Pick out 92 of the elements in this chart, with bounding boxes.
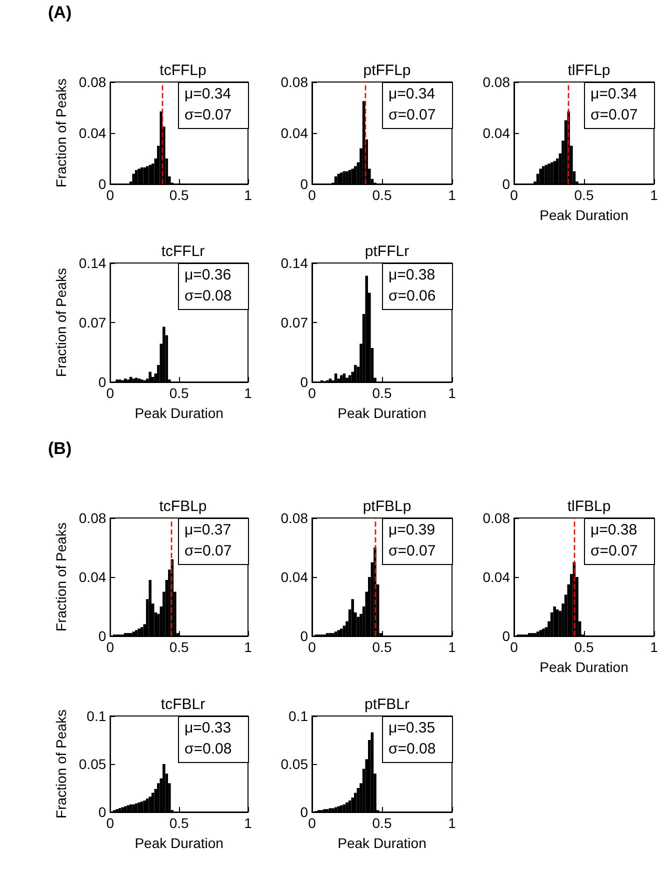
- y-tick-label: 0.04: [482, 569, 510, 585]
- chart-title: ptFBLp: [362, 498, 412, 515]
- annotation: μ=0.38: [388, 266, 436, 284]
- annotation: μ=0.34: [590, 86, 638, 102]
- y-tick-label: 0: [502, 176, 510, 192]
- y-tick-label: 0: [502, 628, 510, 644]
- text: (B): [48, 439, 72, 458]
- x-tick-label: 0.5: [574, 639, 594, 655]
- chart-title: ptFFLp: [363, 62, 411, 79]
- x-tick-label: 0.5: [372, 385, 392, 401]
- y-tick-label: 0.05: [280, 756, 308, 772]
- y-tick-label: 0.14: [78, 255, 106, 271]
- annotation: σ=0.08: [388, 740, 436, 758]
- annotation: σ=0.07: [184, 542, 232, 560]
- annotation: μ=0.33: [184, 720, 232, 736]
- x-axis-title: Peak Duration: [540, 207, 628, 223]
- x-tick-label: 0.5: [372, 815, 392, 831]
- annotation: μ=0.35: [388, 720, 436, 736]
- annotation: σ=0.07: [590, 542, 638, 560]
- x-tick-label: 0.5: [372, 639, 392, 655]
- y-axis-title: Fraction of Peaks: [53, 522, 69, 632]
- chart-title: tcFFLr: [161, 243, 205, 260]
- y-axis-title: Fraction of Peaks: [53, 268, 69, 377]
- annotation: σ=0.07: [388, 106, 436, 124]
- x-tick-label: 0.5: [169, 187, 190, 203]
- y-tick-label: 0.04: [78, 125, 106, 141]
- x-tick-label: 1: [448, 639, 456, 655]
- x-tick-label: 1: [650, 187, 658, 203]
- y-tick-label: 0: [300, 628, 308, 644]
- y-tick-label: 0: [300, 804, 308, 820]
- x-tick-label: 0.5: [372, 187, 392, 203]
- annotation: μ=0.34: [184, 86, 232, 102]
- x-tick-label: 1: [244, 815, 252, 831]
- chart-title: tcFBLr: [160, 696, 206, 713]
- chart-title: tlFFLp: [568, 62, 610, 79]
- annotation: μ=0.39: [388, 522, 436, 538]
- annotation: μ=0.37: [184, 522, 232, 538]
- x-tick-label: 0.5: [169, 815, 190, 831]
- x-tick-label: 1: [448, 815, 456, 831]
- y-tick-label: 0.08: [482, 74, 510, 90]
- annotation: σ=0.06: [388, 288, 436, 304]
- annotation: μ=0.38: [590, 522, 638, 538]
- y-tick-label: 0.1: [288, 708, 308, 724]
- x-tick-label: 0.5: [169, 385, 190, 401]
- chart-title: ptFFLr: [364, 243, 410, 260]
- y-tick-label: 0: [300, 374, 308, 390]
- y-tick-label: 0.07: [280, 314, 308, 330]
- y-tick-label: 0.08: [280, 74, 308, 90]
- x-axis-title: Peak Duration: [540, 659, 628, 675]
- x-tick-label: 1: [244, 385, 252, 401]
- chart-title: tcFBLp: [159, 498, 207, 515]
- y-tick-label: 0.07: [78, 314, 106, 330]
- annotation: σ=0.08: [184, 740, 232, 758]
- annotation: μ=0.34: [388, 86, 436, 102]
- annotation: σ=0.08: [184, 288, 232, 304]
- chart-title: ptFBLr: [364, 696, 410, 713]
- annotation: μ=0.36: [184, 266, 232, 284]
- y-tick-label: 0.05: [78, 756, 106, 772]
- annotation: σ=0.07: [184, 106, 232, 124]
- y-tick-label: 0.08: [78, 74, 106, 90]
- text: (A): [48, 3, 72, 22]
- x-tick-label: 1: [650, 639, 658, 655]
- y-tick-label: 0.1: [86, 708, 106, 724]
- y-axis-title: Fraction of Peaks: [53, 78, 69, 188]
- y-tick-label: 0.08: [482, 510, 510, 526]
- y-axis-title: Fraction of Peaks: [53, 710, 69, 818]
- x-tick-label: 1: [448, 187, 456, 203]
- annotation: σ=0.07: [388, 542, 436, 560]
- y-tick-label: 0.04: [78, 569, 106, 585]
- annotation: σ=0.07: [590, 106, 638, 124]
- x-tick-label: 1: [448, 385, 456, 401]
- y-tick-label: 0.04: [482, 125, 510, 141]
- x-tick-label: 0.5: [169, 639, 190, 655]
- y-tick-label: 0.08: [78, 510, 106, 526]
- x-axis-title: Peak Duration: [134, 835, 224, 851]
- y-tick-label: 0: [98, 804, 106, 820]
- y-tick-label: 0.14: [280, 255, 308, 271]
- chart-title: tlFBLp: [567, 498, 611, 515]
- x-tick-label: 1: [244, 187, 252, 203]
- x-tick-label: 0.5: [574, 187, 594, 203]
- y-tick-label: 0: [300, 176, 308, 192]
- y-tick-label: 0.08: [280, 510, 308, 526]
- x-axis-title: Peak Duration: [338, 835, 426, 851]
- x-axis-title: Peak Duration: [338, 405, 426, 421]
- chart-title: tcFFLp: [160, 62, 206, 79]
- y-tick-label: 0.04: [280, 125, 308, 141]
- y-tick-label: 0.04: [280, 569, 308, 585]
- y-tick-label: 0: [98, 628, 106, 644]
- x-tick-label: 1: [244, 639, 252, 655]
- x-axis-title: Peak Duration: [134, 405, 224, 421]
- y-tick-label: 0: [98, 176, 106, 192]
- y-tick-label: 0: [98, 374, 106, 390]
